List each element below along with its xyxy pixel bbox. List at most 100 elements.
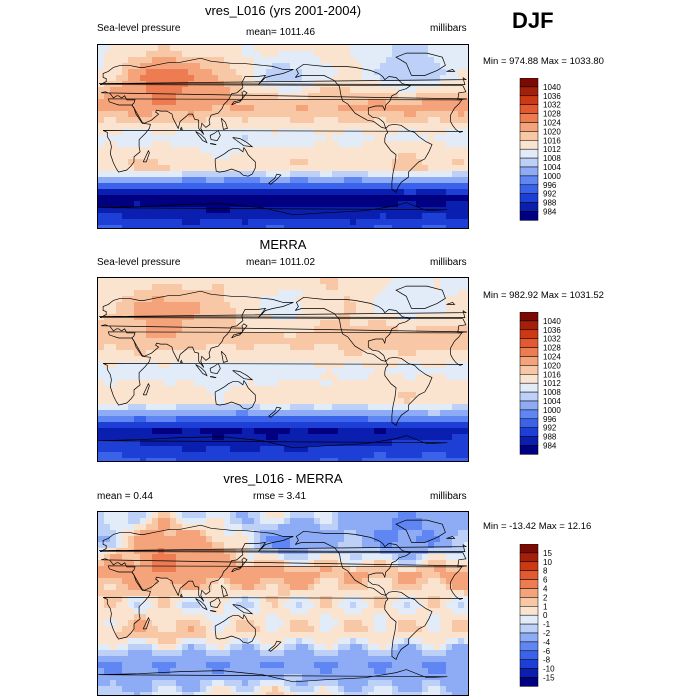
map-cell [212, 51, 219, 58]
map-cell [284, 296, 291, 303]
map-cell [194, 326, 201, 333]
map-cell [98, 141, 105, 148]
map-cell [116, 338, 123, 345]
map-cell [314, 524, 321, 531]
map-cell [200, 530, 207, 537]
map-cell [206, 518, 213, 525]
map-cell [146, 548, 153, 555]
map-cell [284, 530, 291, 537]
map-cell [110, 81, 117, 88]
map-cell [386, 69, 393, 76]
map-cell [176, 560, 183, 567]
map-cell [134, 362, 141, 369]
map-cell [380, 566, 387, 573]
map-cell [266, 213, 273, 220]
map-cell [194, 320, 201, 327]
map-cell [122, 207, 129, 214]
map-cell [350, 380, 357, 387]
map-cell [122, 452, 129, 459]
map-cell [146, 446, 153, 453]
map-cell [248, 296, 255, 303]
map-cell [398, 392, 405, 399]
map-cell [206, 183, 213, 190]
map-cell [248, 99, 255, 106]
map-cell [98, 446, 105, 453]
map-cell [158, 105, 165, 112]
map-cell [404, 57, 411, 64]
map-cell [248, 69, 255, 76]
map-cell [212, 602, 219, 609]
map-cell [158, 153, 165, 160]
map-cell [140, 542, 147, 549]
map-cell [182, 93, 189, 100]
map-cell [146, 189, 153, 196]
map-cell [386, 159, 393, 166]
map-cell [98, 554, 105, 561]
map-cell [362, 440, 369, 447]
map-cell [278, 422, 285, 429]
map-cell [458, 326, 465, 333]
map-cell [236, 219, 243, 226]
map-cell [272, 326, 279, 333]
map-cell [176, 195, 183, 202]
map-cell [458, 428, 465, 435]
map-cell [338, 165, 345, 172]
map-cell [158, 63, 165, 70]
map-cell [122, 518, 129, 525]
map-cell [302, 344, 309, 351]
map-cell [422, 524, 429, 531]
map-cell [314, 51, 321, 58]
map-cell [410, 530, 417, 537]
map-cell [146, 452, 153, 459]
map-cell [242, 458, 249, 461]
map-cell [224, 410, 231, 417]
map-cell [452, 422, 459, 429]
map-cell [236, 530, 243, 537]
map-cell [446, 326, 453, 333]
map-cell [188, 189, 195, 196]
map-cell [440, 165, 447, 172]
map-cell [140, 368, 147, 375]
map-cell [332, 129, 339, 136]
map-cell [116, 608, 123, 615]
map-cell [260, 207, 267, 214]
map-cell [164, 548, 171, 555]
map-cell [224, 159, 231, 166]
map-cell [194, 452, 201, 459]
map-cell [182, 398, 189, 405]
map-cell [104, 572, 111, 579]
map-cell [410, 536, 417, 543]
map-cell [278, 416, 285, 423]
map-cell [392, 404, 399, 411]
map-cell [356, 572, 363, 579]
map-cell [152, 219, 159, 226]
map-cell [314, 290, 321, 297]
map-cell [314, 578, 321, 585]
map-cell [230, 57, 237, 64]
map-cell [446, 141, 453, 148]
map-cell [422, 446, 429, 453]
map-cell [224, 153, 231, 160]
map-cell [374, 362, 381, 369]
map-cell [302, 171, 309, 178]
map-cell [176, 57, 183, 64]
map-cell [422, 123, 429, 130]
map-cell [200, 440, 207, 447]
map-cell [320, 219, 327, 226]
map-cell [218, 201, 225, 208]
map-cell [338, 584, 345, 591]
map-cell [272, 171, 279, 178]
map-cell [248, 416, 255, 423]
map-cell [290, 338, 297, 345]
coastline [179, 126, 183, 130]
map-cell [134, 560, 141, 567]
map-cell [332, 87, 339, 94]
map-cell [188, 51, 195, 58]
map-cell [242, 171, 249, 178]
map-cell [224, 135, 231, 142]
map-cell [464, 542, 468, 549]
map-cell [404, 189, 411, 196]
map-cell [416, 69, 423, 76]
map-cell [452, 512, 459, 519]
map-cell [182, 51, 189, 58]
